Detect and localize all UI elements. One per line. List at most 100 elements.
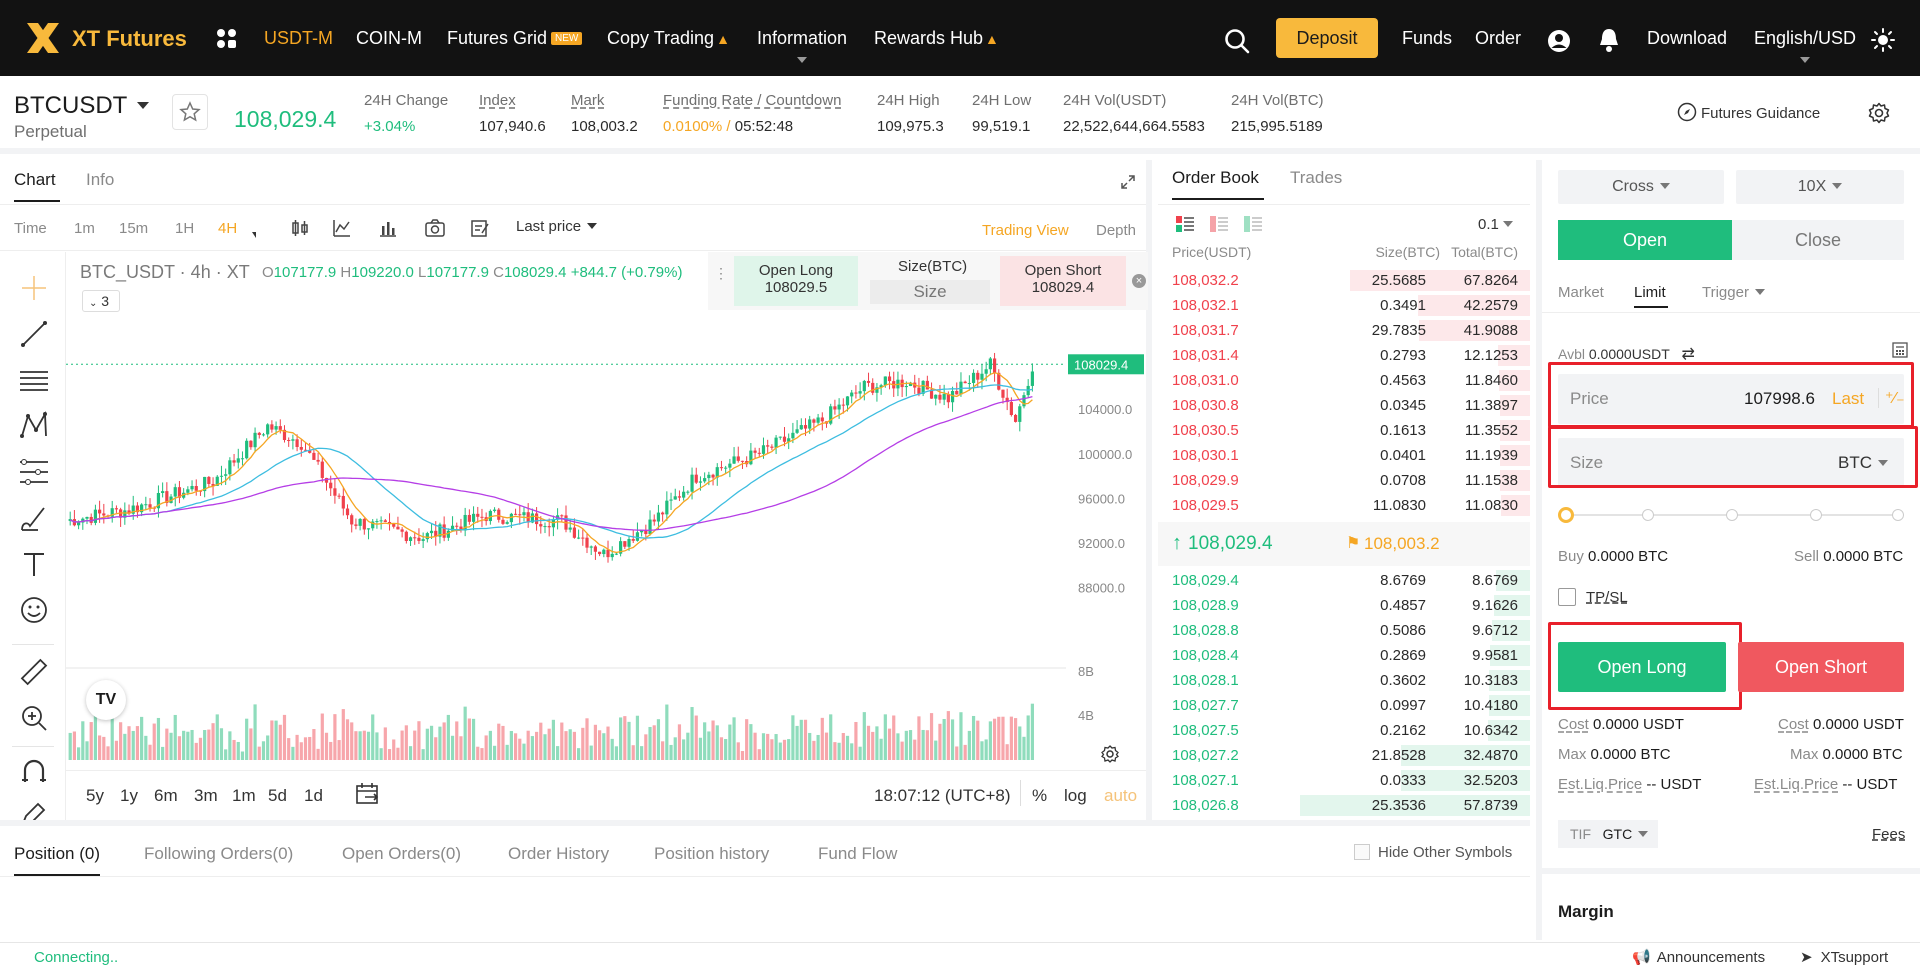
quick-size-input[interactable]: Size: [870, 280, 990, 304]
ask-row[interactable]: 108,030.5 0.1613 11.3552: [1158, 418, 1530, 443]
emoji-icon[interactable]: [18, 594, 50, 626]
settings-gear-icon[interactable]: [1868, 102, 1890, 127]
range-1d[interactable]: 1d: [304, 786, 323, 805]
nav-futures-grid[interactable]: Futures Grid NEW: [447, 28, 583, 49]
orders-tab-0[interactable]: Position (0): [14, 844, 100, 876]
quick-open-short-button[interactable]: Open Short 108029.4: [1000, 256, 1126, 306]
bid-row[interactable]: 108,029.4 8.6769 8.6769: [1158, 568, 1530, 593]
book-asks-icon[interactable]: [1210, 216, 1228, 235]
support-link[interactable]: ➤ XTsupport: [1800, 949, 1889, 966]
size-input[interactable]: Size BTC: [1558, 438, 1904, 488]
orders-tab-5[interactable]: Fund Flow: [818, 844, 898, 863]
announcements-link[interactable]: 📢 Announcements: [1632, 949, 1766, 966]
range-3m[interactable]: 3m: [194, 786, 218, 805]
xt-logo[interactable]: XT Futures: [24, 20, 199, 56]
bid-row[interactable]: 108,028.9 0.4857 9.1626: [1158, 593, 1530, 618]
interval-1m[interactable]: 1m: [74, 220, 95, 237]
precision-selector[interactable]: 0.1: [1478, 216, 1513, 233]
transfer-icon[interactable]: ⇄: [1681, 346, 1695, 363]
range-1m[interactable]: 1m: [232, 786, 256, 805]
fees-link[interactable]: Fees: [1872, 826, 1906, 843]
order-type-trigger[interactable]: Trigger: [1702, 284, 1765, 301]
ask-row[interactable]: 108,032.2 25.5685 67.8264: [1158, 268, 1530, 293]
fullscreen-icon[interactable]: [1120, 174, 1136, 193]
open-long-button[interactable]: Open Long: [1558, 642, 1726, 692]
close-tab[interactable]: Close: [1732, 220, 1904, 260]
favorite-star-icon[interactable]: [172, 94, 208, 130]
brush-icon[interactable]: [18, 502, 50, 534]
interval-1h[interactable]: 1H: [175, 220, 195, 237]
close-icon[interactable]: ×: [1132, 274, 1146, 288]
hide-other-checkbox[interactable]: [1354, 844, 1370, 860]
tif-select[interactable]: TIF GTC: [1558, 820, 1658, 848]
zoom-in-icon[interactable]: [18, 702, 50, 734]
ask-row[interactable]: 108,029.9 0.0708 11.1538: [1158, 468, 1530, 493]
search-icon[interactable]: [1224, 28, 1250, 57]
percent-scale-toggle[interactable]: %: [1032, 786, 1048, 805]
chart-settings-icon[interactable]: [1101, 745, 1119, 766]
auto-scale-toggle[interactable]: auto: [1104, 786, 1138, 805]
calculator-icon[interactable]: [1892, 342, 1908, 361]
nav-download[interactable]: Download: [1647, 28, 1728, 48]
magnet-icon[interactable]: [18, 756, 50, 788]
futures-guidance-link[interactable]: Futures Guidance: [1677, 102, 1820, 122]
trend-line-icon[interactable]: [18, 318, 50, 350]
bid-row[interactable]: 108,028.4 0.2869 9.9581: [1158, 643, 1530, 668]
bar-chart-icon[interactable]: [378, 218, 398, 241]
price-adjust-icon[interactable]: ⁺⁄₋: [1878, 388, 1905, 408]
indicators-icon[interactable]: [332, 218, 352, 241]
bid-row[interactable]: 108,027.2 21.8528 32.4870: [1158, 743, 1530, 768]
nav-copy-trading[interactable]: Copy Trading ▲: [607, 28, 730, 48]
open-tab[interactable]: Open: [1558, 220, 1732, 260]
nav-usdt-m[interactable]: USDT-M: [264, 28, 333, 48]
range-1y[interactable]: 1y: [120, 786, 138, 805]
log-scale-toggle[interactable]: log: [1064, 786, 1087, 805]
bid-row[interactable]: 108,028.8 0.5086 9.6712: [1158, 618, 1530, 643]
price-type-selector[interactable]: Last price: [516, 218, 598, 235]
depth-toggle[interactable]: Depth: [1096, 222, 1137, 239]
notes-icon[interactable]: [470, 218, 490, 241]
order-type-market[interactable]: Market: [1558, 284, 1604, 301]
bid-row[interactable]: 108,026.8 25.3536 57.8739: [1158, 793, 1530, 818]
user-avatar-icon[interactable]: [1547, 29, 1571, 56]
nav-coin-m[interactable]: COIN-M: [356, 28, 422, 48]
ask-row[interactable]: 108,030.8 0.0345 11.3897: [1158, 393, 1530, 418]
tab-chart[interactable]: Chart: [14, 170, 56, 189]
symbol-selector[interactable]: BTCUSDT: [14, 92, 150, 120]
tradingview-logo-icon[interactable]: TV: [86, 680, 126, 720]
bid-row[interactable]: 108,027.5 0.2162 10.6342: [1158, 718, 1530, 743]
tab-info[interactable]: Info: [86, 170, 115, 189]
theme-sun-icon[interactable]: [1871, 28, 1895, 55]
nav-order[interactable]: Order: [1475, 28, 1522, 48]
ask-row[interactable]: 108,032.1 0.3491 42.2579: [1158, 293, 1530, 318]
bid-row[interactable]: 108,027.1 0.0333 32.5203: [1158, 768, 1530, 793]
language-currency-selector[interactable]: English/USD: [1754, 28, 1856, 63]
tab-order-book[interactable]: Order Book: [1172, 168, 1259, 187]
range-5d[interactable]: 5d: [268, 786, 287, 805]
interval-15m[interactable]: 15m: [119, 220, 149, 237]
nav-information[interactable]: Information: [757, 28, 847, 63]
size-slider[interactable]: [1558, 506, 1904, 526]
bid-row[interactable]: 108,028.1 0.3602 10.3183: [1158, 668, 1530, 693]
margin-mode-select[interactable]: Cross: [1558, 170, 1724, 204]
ask-row[interactable]: 108,031.7 29.7835 41.9088: [1158, 318, 1530, 343]
date-range-calendar-icon[interactable]: [355, 782, 381, 809]
interval-4h[interactable]: 4H: [218, 220, 238, 237]
interval-dropdown-icon[interactable]: [252, 232, 256, 238]
text-icon[interactable]: [18, 548, 50, 580]
orders-tab-1[interactable]: Following Orders(0): [144, 844, 294, 863]
ask-row[interactable]: 108,029.5 11.0830 11.0830: [1158, 493, 1530, 518]
ask-row[interactable]: 108,030.1 0.0401 11.1939: [1158, 443, 1530, 468]
bid-row[interactable]: 108,027.7 0.0997 10.4180: [1158, 693, 1530, 718]
pattern-icon[interactable]: [18, 410, 50, 442]
tpsl-checkbox[interactable]: [1558, 588, 1576, 606]
bell-icon[interactable]: [1597, 27, 1621, 56]
range-6m[interactable]: 6m: [154, 786, 178, 805]
tab-trades[interactable]: Trades: [1290, 168, 1343, 187]
apps-grid-icon[interactable]: [216, 28, 238, 50]
candle-type-icon[interactable]: [290, 218, 310, 241]
book-both-icon[interactable]: [1176, 216, 1194, 235]
fib-icon[interactable]: [18, 456, 50, 488]
ask-row[interactable]: 108,031.0 0.4563 11.8460: [1158, 368, 1530, 393]
hide-other-symbols[interactable]: Hide Other Symbols: [1354, 844, 1512, 861]
